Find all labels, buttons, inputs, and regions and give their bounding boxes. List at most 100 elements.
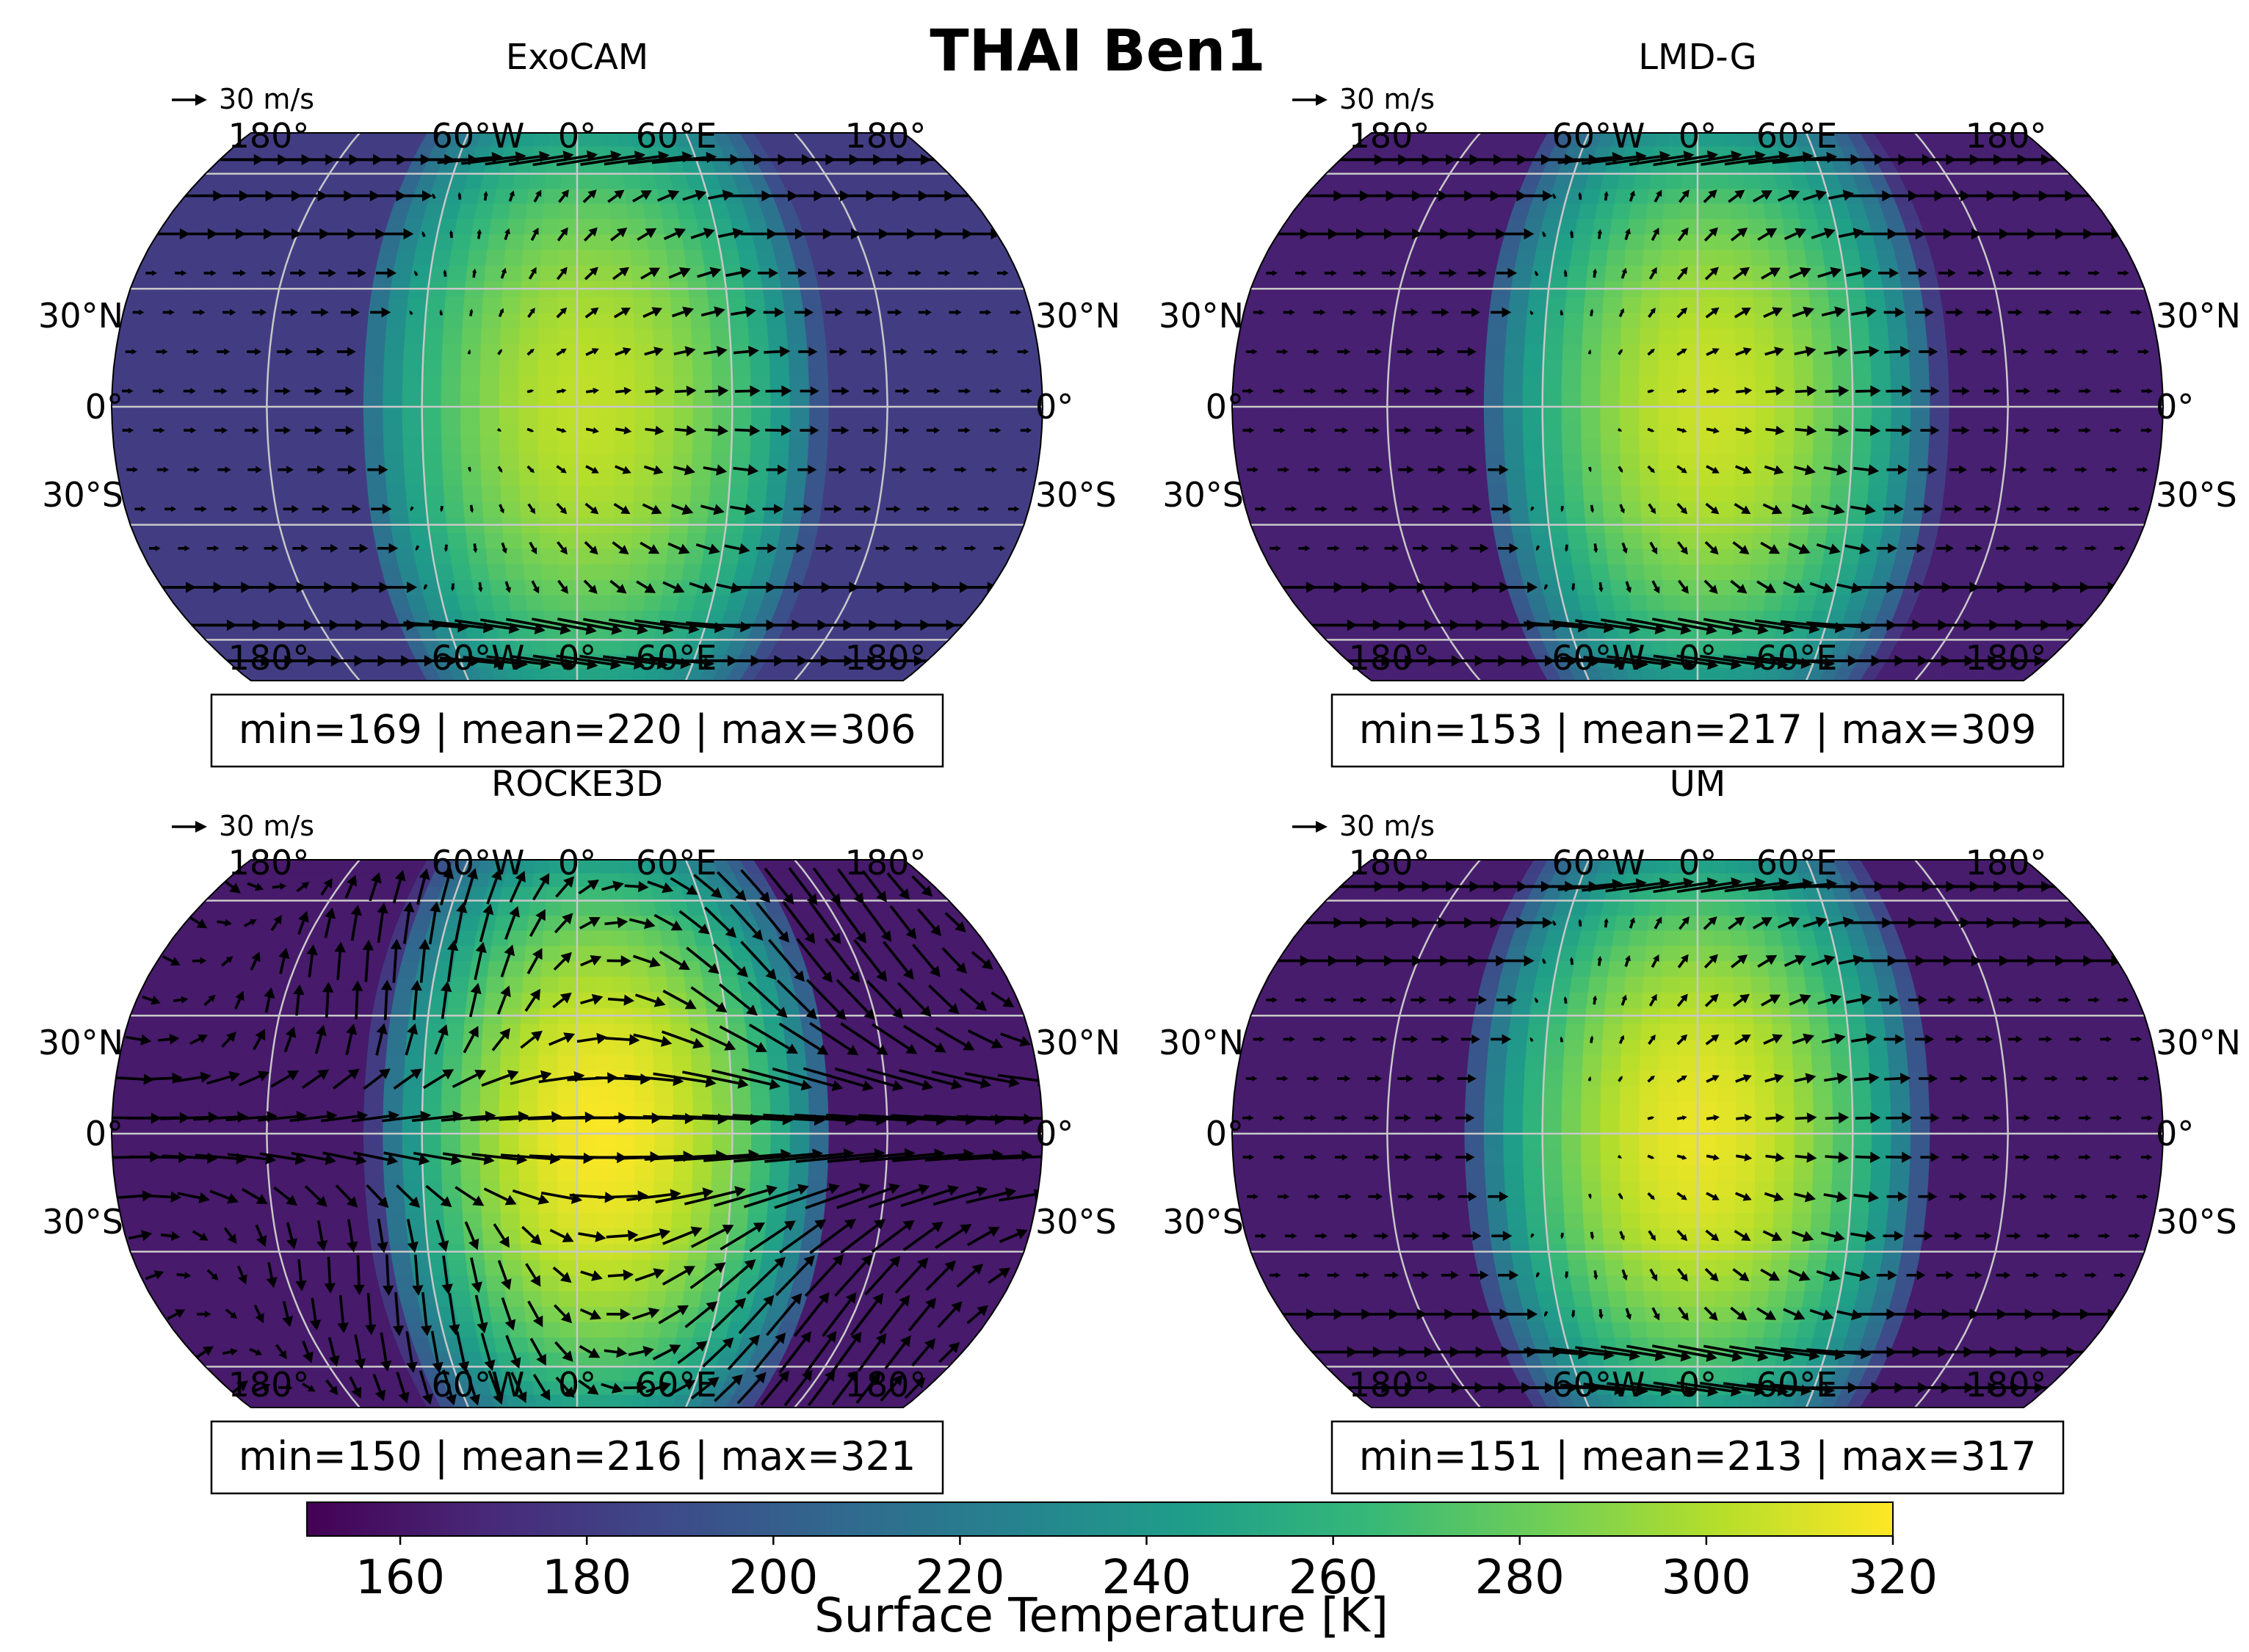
wind-arrowhead xyxy=(536,1353,546,1366)
wind-arrowhead xyxy=(410,1068,422,1079)
wind-arrowhead xyxy=(1836,1191,1848,1203)
wind-arrowhead xyxy=(159,388,165,394)
wind-arrowhead xyxy=(684,464,695,476)
wind-arrow xyxy=(883,941,909,973)
wind-arrow xyxy=(1824,349,1839,355)
wind-arrowhead xyxy=(2021,1075,2028,1082)
wind-arrowhead xyxy=(588,584,598,594)
wind-arrowhead xyxy=(1930,386,1940,396)
wind-arrowhead xyxy=(810,425,819,435)
wind-arrowhead xyxy=(469,1394,480,1406)
wind-arrow xyxy=(775,1261,809,1297)
wind-arrow xyxy=(774,1187,831,1209)
wind-arrowhead xyxy=(1314,1075,1319,1082)
wind-arrowhead xyxy=(1560,1236,1564,1239)
wind-arrowhead xyxy=(1272,270,1278,276)
wind-arrowhead xyxy=(560,467,567,474)
wind-arrowhead xyxy=(1916,543,1926,554)
wind-arrow xyxy=(501,542,506,550)
wind-arrow xyxy=(1676,1192,1684,1198)
wind-arrowhead xyxy=(1578,919,1582,923)
wind-arrowhead xyxy=(255,1349,263,1356)
wind-arrow xyxy=(1736,427,1745,432)
wind-arrowhead xyxy=(870,347,877,356)
wind-arrowhead xyxy=(493,1393,504,1405)
wind-arrow xyxy=(1625,581,1630,589)
wind-arrowhead xyxy=(905,1043,918,1054)
wind-arrow xyxy=(505,617,562,631)
wind-arrow xyxy=(999,1193,1035,1202)
wind-arrow xyxy=(520,1036,536,1049)
wind-arrowhead xyxy=(272,544,279,552)
wind-arrowhead xyxy=(377,902,388,914)
wind-arrow xyxy=(552,998,565,1009)
wind-arrowhead xyxy=(1407,1192,1414,1201)
wind-arrow xyxy=(311,1297,317,1321)
wind-arrow xyxy=(556,271,565,280)
wind-arrow xyxy=(264,997,271,1013)
wind-arrow xyxy=(1706,1154,1714,1159)
wind-arrowhead xyxy=(1681,916,1690,925)
wind-arrow xyxy=(1544,1311,1549,1316)
wind-arrowhead xyxy=(321,308,329,317)
wind-arrowhead xyxy=(2004,544,2011,552)
wind-arrow xyxy=(505,1335,517,1360)
wind-arrow xyxy=(554,919,568,934)
wind-arrow xyxy=(742,1068,803,1087)
wind-arrowhead xyxy=(1984,1231,1992,1240)
wind-arrowhead xyxy=(776,1007,788,1018)
wind-arrowhead xyxy=(732,228,744,239)
wind-arrowhead xyxy=(359,543,369,554)
wind-arrow xyxy=(1788,542,1802,551)
wind-arrowhead xyxy=(501,267,507,274)
wind-arrow xyxy=(850,1300,879,1336)
wind-arrow xyxy=(803,1067,864,1087)
wind-arrowhead xyxy=(833,1254,844,1267)
wind-arrowhead xyxy=(1015,1228,1028,1239)
wind-arrow xyxy=(971,951,987,964)
wind-arrowhead xyxy=(653,996,666,1007)
wind-arrow xyxy=(479,913,490,943)
wind-arrow xyxy=(1838,959,1855,966)
wind-arrowhead xyxy=(783,893,794,905)
wind-arrow xyxy=(766,1300,797,1336)
wind-arrowhead xyxy=(612,880,624,892)
wind-arrowhead xyxy=(562,1232,574,1242)
lat-label-left: 30°S xyxy=(1162,1202,1244,1242)
wind-arrowhead xyxy=(747,464,759,476)
wind-arrow xyxy=(740,941,771,974)
wind-arrowhead xyxy=(1838,1112,1850,1124)
wind-arrow xyxy=(686,946,712,969)
lon-label-top: 180° xyxy=(228,843,310,883)
wind-arrow xyxy=(501,1297,512,1322)
wind-arrowhead xyxy=(1466,1113,1475,1123)
wind-arrow xyxy=(1788,1269,1802,1278)
wind-arrow xyxy=(1825,1116,1839,1120)
wind-arrow xyxy=(1803,194,1818,201)
lon-label-top: 60°E xyxy=(636,843,717,883)
wind-arrow xyxy=(609,618,664,631)
wind-arrowhead xyxy=(2044,505,2051,512)
wind-arrowhead xyxy=(677,1305,689,1316)
wind-arrowhead xyxy=(322,982,334,993)
wind-arrowhead xyxy=(941,545,948,551)
wind-arrow xyxy=(296,885,305,893)
wind-arrowhead xyxy=(1272,997,1278,1003)
wind-arrowhead xyxy=(841,386,850,396)
wind-arrow xyxy=(778,1022,821,1051)
wind-arrowhead xyxy=(1656,189,1662,198)
wind-arrow xyxy=(1651,580,1658,589)
wind-arrow xyxy=(612,271,623,280)
wind-arrowhead xyxy=(440,1196,452,1208)
wind-arrowhead xyxy=(170,1231,181,1241)
wind-arrowhead xyxy=(778,931,789,943)
wind-arrow xyxy=(904,1383,919,1399)
wind-arrowhead xyxy=(611,1383,623,1394)
wind-arrowhead xyxy=(388,543,399,554)
wind-arrow xyxy=(409,311,413,316)
wind-arrowhead xyxy=(947,1184,959,1196)
wind-arrow xyxy=(432,195,436,200)
wind-arrow xyxy=(827,1152,905,1163)
wind-arrowhead xyxy=(611,623,623,635)
wind-arrowhead xyxy=(1833,1231,1845,1242)
